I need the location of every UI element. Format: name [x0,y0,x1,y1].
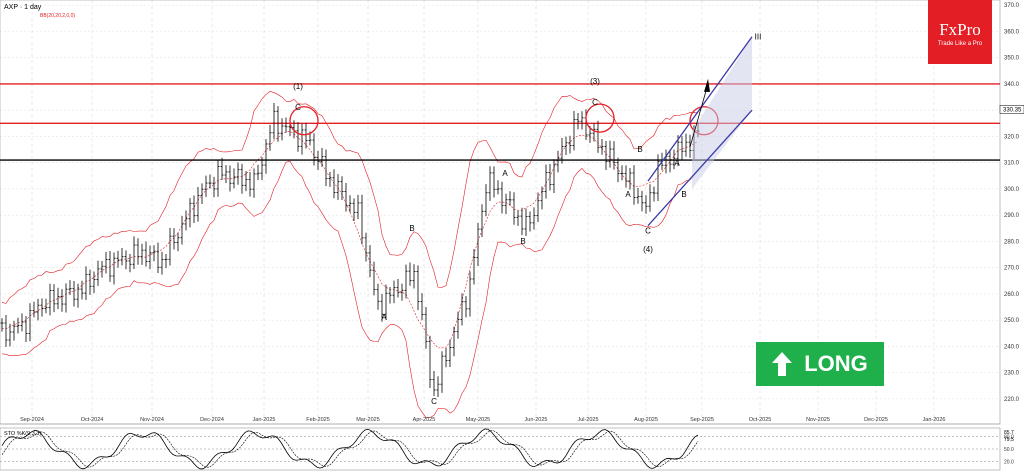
stochastic-level-label: 20.0 [1004,460,1014,466]
stochastic-panel: 80.0 50.0 20.0 85.779.5 [0,427,1014,471]
price-tick-label: 270.0 [1004,266,1020,272]
wave-label: C [645,227,651,236]
time-tick-label: May-2025 [466,417,490,423]
price-tick-label: 220.0 [1004,397,1020,403]
wave-label: (3) [590,77,600,86]
price-tick-label: 340.0 [1004,82,1020,88]
lower-band [1,160,699,418]
wave-label: B [637,145,642,154]
wave-label: C [295,103,301,112]
time-tick-label: Oct-2025 [749,417,772,423]
stochastic-reading: 85.7 [1004,430,1014,436]
middle-band [1,131,699,349]
logo-brand: FxPro [939,20,981,39]
current-price-box [999,105,1024,114]
price-tick-label: 240.0 [1004,344,1020,350]
wave-label: III [755,32,762,41]
time-tick-label: Feb-2025 [306,417,330,423]
price-tick-label: 320.0 [1004,134,1020,140]
wave-label: (4) [643,245,653,254]
price-tick-label: 260.0 [1004,292,1020,298]
upper-band [1,91,699,304]
stochastic-frame [0,427,1001,471]
wave-label: A [625,190,631,199]
time-tick-label: Oct-2024 [81,417,104,423]
time-tick-label: Jan-2025 [253,417,276,423]
time-tick-label: Jul-2025 [577,417,598,423]
up-arrow-icon [772,352,793,376]
wave-label: C [431,397,437,406]
wave-label: A [381,313,387,322]
annotations: (1) C (3) C A B A B C A B A B C (4) III [289,32,762,406]
wave-label: C [592,98,598,107]
time-tick-label: Jun-2025 [525,417,548,423]
price-tick-label: 250.0 [1004,318,1020,324]
resistance-touch-circle [585,103,615,133]
wave-label: A [502,169,508,178]
stochastic-label: STO %K(9,3,3) [4,431,41,437]
time-tick-label: Sep-2024 [20,417,44,423]
projection-area [692,36,752,189]
price-tick-label: 350.0 [1004,56,1020,62]
price-tick-label: 280.0 [1004,239,1020,245]
time-tick-label: Dec-2024 [200,417,224,423]
time-tick-label: Mar-2025 [356,417,380,423]
indicator-label: BB(20,20,2,0,0) [40,13,75,19]
stochastic-reading: 79.5 [1004,437,1014,443]
long-label: LONG [804,351,868,376]
price-tick-label: 360.0 [1004,29,1020,35]
price-tick-label: 370.0 [1004,3,1020,9]
time-tick-label: Jan-2026 [923,417,946,423]
logo-tagline: Trade Like a Pro [937,41,983,47]
target-arrowhead [704,78,710,92]
current-price-label: 330.35 [1003,107,1022,113]
time-tick-label: Apr-2025 [413,417,436,423]
channel-lower [647,109,753,227]
horizontal-levels [0,83,1000,161]
time-tick-label: Sep-2025 [690,417,714,423]
axes: 370.0360.0350.0340.0330.0320.0310.0300.0… [0,3,1024,425]
target-arrow [689,83,709,148]
resistance-touch-circle [289,106,319,136]
time-tick-label: Nov-2024 [140,417,164,423]
price-tick-label: 300.0 [1004,187,1020,193]
time-tick-label: Dec-2025 [864,417,888,423]
wave-label: A [674,158,680,167]
stochastic-d [1,430,699,468]
stochastic-level-label: 50.0 [1004,447,1014,453]
channel-upper [647,36,753,182]
chart-grid [0,0,1001,425]
stochastic-level-label: 80.0 [1004,434,1014,440]
price-tick-label: 290.0 [1004,213,1020,219]
wave-label: (1) [293,82,303,91]
long-signal-badge: LONG [756,342,884,386]
stochastic-k [1,428,699,470]
price-tick-label: 310.0 [1004,161,1020,167]
time-tick-label: Aug-2025 [634,417,658,423]
wave-label: B [681,190,686,199]
time-tick-label: Nov-2025 [806,417,830,423]
candles [0,103,700,397]
wave-label: B [409,224,414,233]
fxpro-logo: FxPro Trade Like a Pro [928,0,992,64]
wave-label: B [520,237,525,246]
chart-title: AXP · 1 day [4,4,42,11]
price-tick-label: 230.0 [1004,371,1020,377]
